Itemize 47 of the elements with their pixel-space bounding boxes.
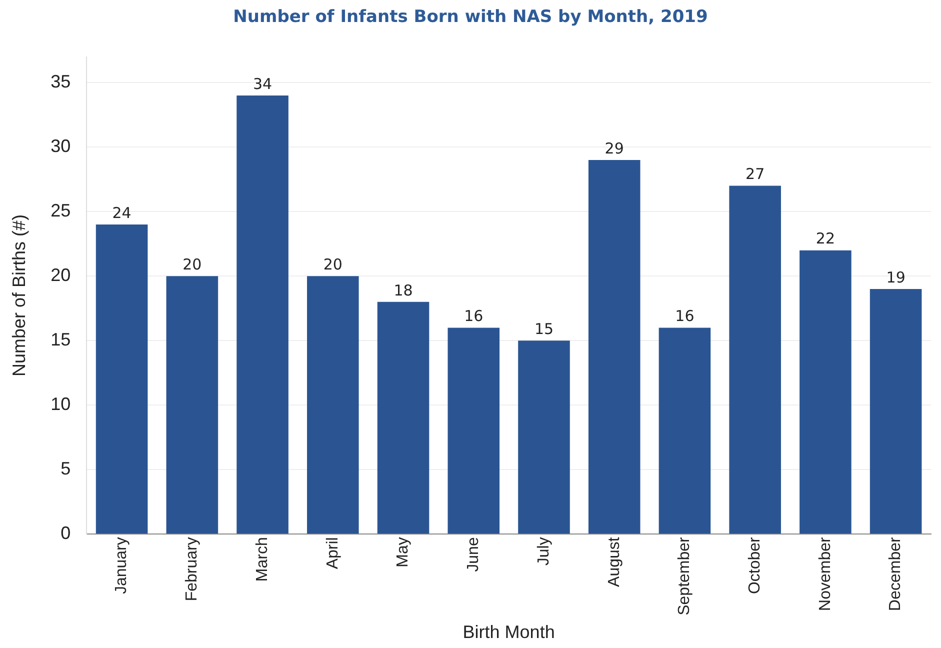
x-tick-label: September [676,536,694,616]
data-label: 20 [323,256,342,274]
y-tick-label: 15 [50,330,71,350]
x-tick-label: August [606,536,623,587]
x-tick-label: October [746,536,764,594]
y-tick-label: 35 [50,72,71,92]
bar [870,289,922,534]
data-label: 27 [746,165,765,184]
x-tick-label: January [113,537,130,594]
x-tick-label: March [254,537,271,582]
x-tick-label: May [394,537,412,568]
x-tick-label: April [324,537,342,570]
x-tick-label: November [816,536,834,611]
data-label: 22 [816,230,835,248]
x-tick-label: February [184,537,201,602]
x-tick-label: June [465,537,482,572]
y-axis-title: Number of Births (#) [8,214,29,376]
y-tick-label: 20 [50,265,71,286]
y-tick-label: 5 [60,458,71,479]
bar [236,96,288,534]
bar [658,328,711,534]
x-tick-label: December [887,536,904,611]
x-tick-label: July [535,537,552,566]
data-label: 24 [112,204,132,222]
y-tick-label: 30 [50,136,71,156]
data-label: 20 [182,256,202,274]
bar [588,160,640,534]
y-tick-label: 25 [50,200,71,221]
x-axis-title: Birth Month [462,622,555,642]
data-label: 29 [604,139,624,158]
bar [800,250,852,534]
bar [377,302,430,534]
data-label: 15 [534,320,554,338]
bar [448,328,500,534]
data-label: 19 [886,268,906,286]
bar [518,340,570,534]
bar [96,224,148,534]
y-tick-label: 0 [60,523,71,544]
y-tick-label: 10 [50,394,71,414]
data-label: 16 [675,307,694,326]
data-label: 16 [464,307,484,326]
data-label: 18 [394,281,413,300]
bar [307,276,359,534]
bar [166,276,218,534]
data-label: 34 [252,74,272,93]
chart-title: Number of Infants Born with NAS by Month, 2019 [232,6,709,29]
bar [729,186,781,534]
